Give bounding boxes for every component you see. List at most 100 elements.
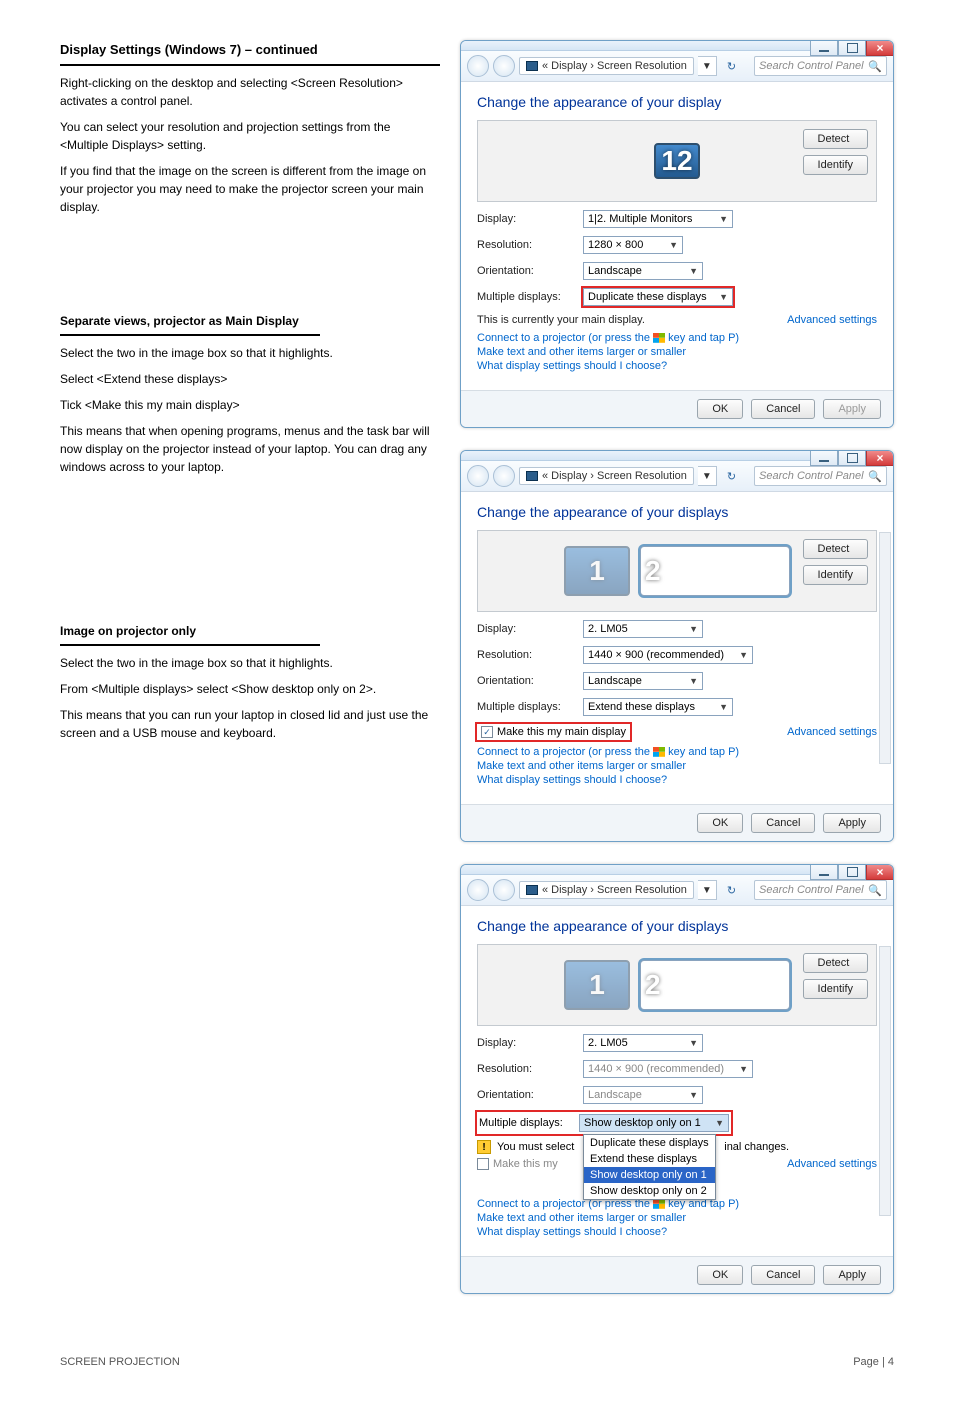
forward-button[interactable]: [493, 55, 515, 77]
ok-button[interactable]: OK: [697, 399, 743, 419]
search-input[interactable]: Search Control Panel🔍: [754, 466, 887, 486]
display-select[interactable]: 2. LM05▼: [583, 1034, 703, 1052]
text-size-link[interactable]: Make text and other items larger or smal…: [477, 346, 686, 358]
chevron-down-icon: ▼: [713, 214, 728, 224]
monitor-combined[interactable]: 12: [654, 143, 700, 179]
cancel-button[interactable]: Cancel: [751, 813, 815, 833]
paragraph: You can select your resolution and proje…: [60, 118, 440, 154]
search-input[interactable]: Search Control Panel🔍: [754, 56, 887, 76]
close-button[interactable]: ×: [866, 450, 894, 466]
apply-button[interactable]: Apply: [823, 1265, 881, 1285]
orientation-select[interactable]: Landscape▼: [583, 1086, 703, 1104]
sub-title: Image on projector only: [60, 622, 320, 646]
what-settings-link[interactable]: What display settings should I choose?: [477, 1226, 667, 1238]
scrollbar[interactable]: [879, 946, 891, 1216]
paragraph: Select <Extend these displays>: [60, 370, 440, 388]
monitor-1[interactable]: 1: [564, 960, 630, 1010]
advanced-settings-link[interactable]: Advanced settings: [787, 1158, 877, 1170]
monitor-2[interactable]: 2: [640, 546, 790, 596]
main-display-text: This is currently your main display.: [477, 314, 645, 326]
connect-projector-link[interactable]: Connect to a projector (or press the key…: [477, 332, 739, 344]
orientation-select[interactable]: Landscape▼: [583, 262, 703, 280]
refresh-icon[interactable]: ↻: [721, 60, 742, 73]
dialog-heading: Change the appearance of your displays: [477, 504, 877, 520]
crumb-dropdown-icon[interactable]: ▼: [698, 466, 717, 486]
dropdown-option[interactable]: Extend these displays: [584, 1151, 715, 1167]
monitor-2[interactable]: 2: [640, 960, 790, 1010]
resolution-label: Resolution:: [477, 1063, 583, 1075]
minimize-button[interactable]: [810, 450, 838, 466]
make-main-display-checkbox[interactable]: ✓ Make this my: [477, 1158, 558, 1170]
maximize-button[interactable]: [838, 450, 866, 466]
crumb-dropdown-icon[interactable]: ▼: [698, 56, 717, 76]
select-value: 2. LM05: [588, 623, 628, 635]
chevron-down-icon: ▼: [709, 1118, 724, 1128]
breadcrumb[interactable]: « Display › Screen Resolution: [519, 881, 694, 899]
detect-button[interactable]: Detect: [803, 953, 868, 973]
monitor-1[interactable]: 1: [564, 546, 630, 596]
detect-button[interactable]: Detect: [803, 129, 868, 149]
detect-button[interactable]: Detect: [803, 539, 868, 559]
resolution-select[interactable]: 1440 × 900 (recommended)▼: [583, 1060, 753, 1078]
back-button[interactable]: [467, 465, 489, 487]
ok-button[interactable]: OK: [697, 1265, 743, 1285]
search-input[interactable]: Search Control Panel🔍: [754, 880, 887, 900]
paragraph: If you find that the image on the screen…: [60, 162, 440, 216]
warning-icon: !: [477, 1140, 491, 1154]
identify-button[interactable]: Identify: [803, 155, 868, 175]
display-select[interactable]: 2. LM05 ▼: [583, 620, 703, 638]
refresh-icon[interactable]: ↻: [721, 470, 742, 483]
text-size-link[interactable]: Make text and other items larger or smal…: [477, 760, 686, 772]
breadcrumb[interactable]: « Display › Screen Resolution: [519, 467, 694, 485]
multiple-displays-dropdown[interactable]: Duplicate these displays Extend these di…: [583, 1134, 716, 1200]
connect-projector-link[interactable]: Connect to a projector (or press the key…: [477, 746, 739, 758]
chevron-down-icon: ▼: [683, 624, 698, 634]
dropdown-option-selected[interactable]: Show desktop only on 1: [584, 1167, 715, 1183]
maximize-button[interactable]: [838, 864, 866, 880]
what-settings-link[interactable]: What display settings should I choose?: [477, 774, 667, 786]
multiple-displays-select[interactable]: Duplicate these displays▼: [583, 288, 733, 306]
close-button[interactable]: ×: [866, 40, 894, 56]
forward-button[interactable]: [493, 879, 515, 901]
refresh-icon[interactable]: ↻: [721, 884, 742, 897]
multiple-displays-select[interactable]: Show desktop only on 1▼: [579, 1114, 729, 1132]
identify-button[interactable]: Identify: [803, 979, 868, 999]
crumb-dropdown-icon[interactable]: ▼: [698, 880, 717, 900]
maximize-button[interactable]: [838, 40, 866, 56]
apply-button[interactable]: Apply: [823, 813, 881, 833]
cancel-button[interactable]: Cancel: [751, 1265, 815, 1285]
minimize-button[interactable]: [810, 40, 838, 56]
ok-button[interactable]: OK: [697, 813, 743, 833]
breadcrumb[interactable]: « Display › Screen Resolution: [519, 57, 694, 75]
identify-button[interactable]: Identify: [803, 565, 868, 585]
apply-button[interactable]: Apply: [823, 399, 881, 419]
resolution-select[interactable]: 1280 × 800▼: [583, 236, 683, 254]
minimize-button[interactable]: [810, 864, 838, 880]
orientation-select[interactable]: Landscape▼: [583, 672, 703, 690]
scrollbar[interactable]: [879, 532, 891, 764]
what-settings-link[interactable]: What display settings should I choose?: [477, 360, 667, 372]
back-button[interactable]: [467, 55, 489, 77]
dropdown-option[interactable]: Show desktop only on 2: [584, 1183, 715, 1199]
select-value: Landscape: [588, 1089, 642, 1101]
forward-button[interactable]: [493, 465, 515, 487]
dialog-heading: Change the appearance of your display: [477, 94, 877, 110]
orientation-label: Orientation:: [477, 675, 583, 687]
monitor-icon: [526, 61, 538, 71]
text-size-link[interactable]: Make text and other items larger or smal…: [477, 1212, 686, 1224]
cancel-button[interactable]: Cancel: [751, 399, 815, 419]
advanced-settings-link[interactable]: Advanced settings: [787, 314, 877, 326]
multiple-displays-select[interactable]: Extend these displays▼: [583, 698, 733, 716]
close-button[interactable]: ×: [866, 864, 894, 880]
breadcrumb-text: « Display › Screen Resolution: [542, 884, 687, 896]
dropdown-option[interactable]: Duplicate these displays: [584, 1135, 715, 1151]
monitor-preview: 12 Detect Identify: [477, 120, 877, 202]
back-button[interactable]: [467, 879, 489, 901]
footer-label: SCREEN PROJECTION: [60, 1356, 180, 1368]
resolution-select[interactable]: 1440 × 900 (recommended)▼: [583, 646, 753, 664]
advanced-settings-link[interactable]: Advanced settings: [787, 726, 877, 738]
make-main-display-checkbox[interactable]: ✓ Make this my main display: [477, 724, 630, 740]
search-icon: 🔍: [868, 470, 882, 483]
search-placeholder: Search Control Panel: [759, 884, 864, 896]
display-select[interactable]: 1|2. Multiple Monitors▼: [583, 210, 733, 228]
